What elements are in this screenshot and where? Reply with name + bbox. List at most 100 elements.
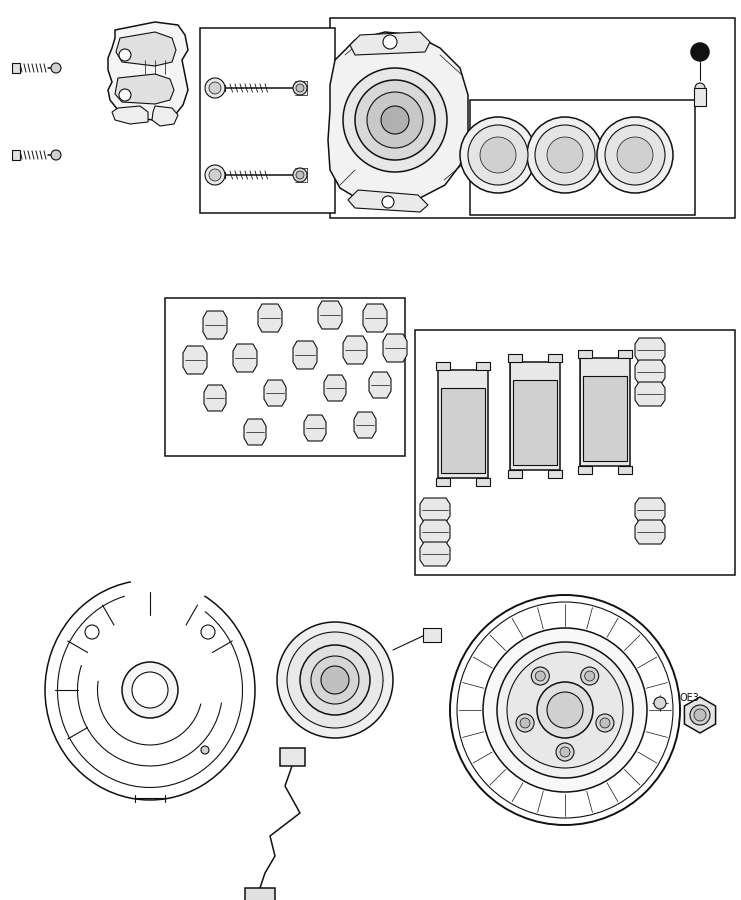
Polygon shape xyxy=(115,74,174,104)
Circle shape xyxy=(343,68,447,172)
Circle shape xyxy=(355,80,435,160)
Polygon shape xyxy=(304,415,326,441)
Circle shape xyxy=(507,652,623,768)
Circle shape xyxy=(201,625,215,639)
Circle shape xyxy=(209,82,221,94)
Polygon shape xyxy=(685,697,716,733)
Circle shape xyxy=(119,49,131,61)
Polygon shape xyxy=(635,360,665,384)
Circle shape xyxy=(277,622,393,738)
Polygon shape xyxy=(548,354,562,362)
Circle shape xyxy=(85,625,99,639)
Polygon shape xyxy=(635,338,665,362)
Polygon shape xyxy=(438,370,488,478)
Circle shape xyxy=(209,169,221,181)
Polygon shape xyxy=(583,376,627,461)
Polygon shape xyxy=(293,341,317,369)
Bar xyxy=(165,298,405,456)
Bar xyxy=(245,888,275,900)
Circle shape xyxy=(367,92,423,148)
Polygon shape xyxy=(436,478,450,486)
Circle shape xyxy=(695,83,705,93)
Polygon shape xyxy=(318,301,342,329)
Bar xyxy=(12,150,20,160)
Polygon shape xyxy=(183,346,207,374)
Polygon shape xyxy=(348,190,428,212)
Circle shape xyxy=(547,692,583,728)
Bar xyxy=(415,330,735,575)
Circle shape xyxy=(483,628,647,792)
Polygon shape xyxy=(578,466,592,474)
Polygon shape xyxy=(510,362,560,470)
Circle shape xyxy=(457,602,673,818)
Polygon shape xyxy=(258,304,282,332)
Circle shape xyxy=(596,714,614,732)
Circle shape xyxy=(600,718,610,728)
Polygon shape xyxy=(369,372,391,398)
Polygon shape xyxy=(470,100,695,215)
Circle shape xyxy=(119,89,131,101)
Polygon shape xyxy=(420,498,450,522)
Polygon shape xyxy=(420,542,450,566)
Polygon shape xyxy=(508,354,522,362)
Bar xyxy=(200,28,335,213)
Polygon shape xyxy=(328,32,468,205)
Polygon shape xyxy=(354,412,376,438)
Circle shape xyxy=(585,671,595,681)
Polygon shape xyxy=(112,106,148,124)
Polygon shape xyxy=(244,419,266,445)
Polygon shape xyxy=(441,388,485,473)
Circle shape xyxy=(556,743,574,761)
Polygon shape xyxy=(383,334,407,362)
Circle shape xyxy=(122,662,178,718)
Polygon shape xyxy=(363,304,387,332)
Circle shape xyxy=(381,106,409,134)
Circle shape xyxy=(296,84,304,92)
Polygon shape xyxy=(436,362,450,370)
Circle shape xyxy=(296,171,304,179)
Polygon shape xyxy=(508,470,522,478)
Polygon shape xyxy=(264,380,286,406)
Circle shape xyxy=(450,595,680,825)
Circle shape xyxy=(535,125,595,185)
Circle shape xyxy=(132,672,168,708)
Polygon shape xyxy=(635,382,665,406)
Polygon shape xyxy=(343,336,367,364)
Circle shape xyxy=(383,35,397,49)
Circle shape xyxy=(516,714,534,732)
Polygon shape xyxy=(618,466,632,474)
Circle shape xyxy=(51,150,61,160)
Circle shape xyxy=(597,117,673,193)
Circle shape xyxy=(497,642,633,778)
Polygon shape xyxy=(116,32,176,66)
Polygon shape xyxy=(476,478,490,486)
Circle shape xyxy=(537,682,593,738)
Bar xyxy=(280,748,305,766)
Circle shape xyxy=(205,165,225,185)
Bar xyxy=(12,63,20,73)
Circle shape xyxy=(287,632,383,728)
Circle shape xyxy=(694,709,706,721)
Circle shape xyxy=(531,667,549,685)
Bar xyxy=(694,88,706,106)
Circle shape xyxy=(605,125,665,185)
Circle shape xyxy=(527,117,603,193)
Circle shape xyxy=(293,81,307,95)
Circle shape xyxy=(300,645,370,715)
Circle shape xyxy=(201,746,209,754)
Circle shape xyxy=(581,667,599,685)
Polygon shape xyxy=(420,520,450,544)
Polygon shape xyxy=(330,18,735,218)
Circle shape xyxy=(691,43,709,61)
Polygon shape xyxy=(152,106,178,126)
Circle shape xyxy=(654,697,666,709)
Circle shape xyxy=(311,656,359,704)
Polygon shape xyxy=(324,375,346,401)
Polygon shape xyxy=(618,350,632,358)
Circle shape xyxy=(468,125,528,185)
Circle shape xyxy=(293,168,307,182)
Bar xyxy=(423,628,441,642)
Text: OE3: OE3 xyxy=(680,693,700,703)
Polygon shape xyxy=(513,380,557,465)
Polygon shape xyxy=(580,358,630,466)
